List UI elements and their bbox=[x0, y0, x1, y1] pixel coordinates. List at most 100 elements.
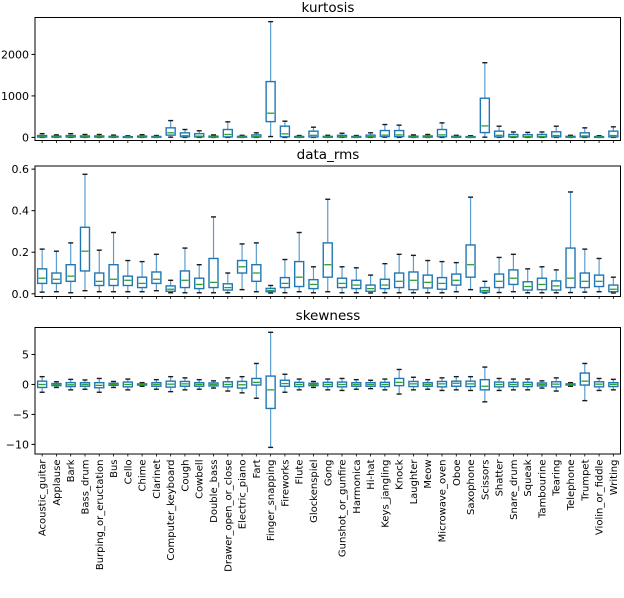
box-data_rms-Cough bbox=[179, 247, 191, 294]
box-kurtosis-Laughter bbox=[408, 134, 419, 139]
y-tick-label: 0.4 bbox=[12, 205, 30, 218]
box-kurtosis-Hi-hat bbox=[365, 132, 376, 139]
box-data_rms-Gunshot_or_gunfire bbox=[336, 266, 348, 294]
x-category-label: Writing bbox=[609, 460, 620, 496]
iqr-box bbox=[579, 132, 590, 138]
box-skewness-Cello bbox=[122, 378, 134, 391]
x-category-label: Double_bass bbox=[209, 460, 220, 523]
iqr-box bbox=[222, 128, 233, 138]
x-category-label: Gong bbox=[323, 460, 334, 487]
x-category-label: Drawer_open_or_close bbox=[223, 460, 234, 572]
box-kurtosis-Oboe bbox=[451, 134, 462, 139]
box-skewness-Gunshot_or_gunfire bbox=[336, 377, 348, 392]
box-data_rms-Scissors bbox=[479, 280, 491, 294]
iqr-box bbox=[479, 378, 491, 391]
x-category-label: Saxophone bbox=[466, 460, 477, 516]
box-skewness-Gong bbox=[322, 378, 333, 391]
iqr-box bbox=[265, 375, 276, 410]
box-data_rms-Burping_or_eructation bbox=[94, 249, 105, 293]
box-kurtosis-Knock bbox=[393, 124, 405, 139]
box-data_rms-Bass_drum bbox=[79, 173, 91, 292]
box-data_rms-Snare_drum bbox=[508, 253, 519, 293]
box-data_rms-Saxophone bbox=[465, 196, 476, 291]
box-kurtosis-Computer_keyboard bbox=[165, 119, 176, 138]
iqr-box bbox=[322, 242, 333, 278]
x-category-label: Hi-hat bbox=[366, 459, 377, 489]
box-skewness-Telephone bbox=[565, 381, 576, 387]
box-skewness-Laughter bbox=[408, 376, 419, 391]
iqr-box bbox=[79, 226, 91, 272]
iqr-box bbox=[465, 244, 476, 278]
x-category-label: Harmonica bbox=[352, 460, 363, 514]
box-skewness-Acoustic_guitar bbox=[36, 375, 48, 393]
iqr-box bbox=[194, 132, 205, 138]
box-skewness-Squeak bbox=[522, 378, 533, 391]
box-data_rms-Flute bbox=[293, 231, 305, 293]
x-category-label: Knock bbox=[395, 459, 406, 490]
box-kurtosis-Snare_drum bbox=[508, 131, 519, 139]
box-data_rms-Cowbell bbox=[194, 264, 205, 294]
y-tick-label: −10 bbox=[6, 438, 29, 451]
axes-frame bbox=[34, 17, 621, 141]
subplot-data_rms: 0.0 0.2 0.4 0.6 bbox=[12, 163, 621, 301]
box-kurtosis-Violin_or_fiddle bbox=[593, 135, 605, 139]
box-skewness-Fart bbox=[251, 362, 262, 399]
iqr-box bbox=[265, 80, 276, 123]
iqr-box bbox=[94, 272, 105, 287]
box-skewness-Writing bbox=[608, 378, 619, 391]
iqr-box bbox=[393, 272, 405, 289]
box-data_rms-Squeak bbox=[522, 268, 533, 294]
box-skewness-Chime bbox=[136, 381, 148, 387]
box-kurtosis-Writing bbox=[608, 126, 619, 139]
chart-title-kurtosis: kurtosis bbox=[301, 0, 355, 16]
y-tick-label: 0 bbox=[22, 378, 29, 391]
box-kurtosis-Tambourine bbox=[536, 131, 548, 139]
iqr-box bbox=[436, 128, 448, 138]
iqr-box bbox=[51, 272, 62, 285]
box-skewness-Applause bbox=[51, 381, 62, 389]
iqr-box bbox=[451, 273, 462, 286]
box-skewness-Knock bbox=[393, 368, 405, 395]
x-category-label: Clarinet bbox=[152, 459, 163, 498]
box-data_rms-Electric_piano bbox=[236, 243, 248, 291]
box-kurtosis-Saxophone bbox=[465, 135, 476, 139]
box-kurtosis-Shatter bbox=[493, 125, 505, 139]
box-kurtosis-Telephone bbox=[565, 134, 576, 139]
x-category-label: Cough bbox=[180, 460, 191, 492]
box-kurtosis-Fart bbox=[251, 132, 262, 139]
iqr-box bbox=[65, 264, 76, 283]
box-kurtosis-Glockenspiel bbox=[308, 126, 319, 139]
iqr-box bbox=[608, 284, 619, 293]
x-category-label: Bus bbox=[109, 460, 120, 478]
box-skewness-Bass_drum bbox=[79, 379, 91, 390]
iqr-box bbox=[108, 264, 119, 287]
box-data_rms-Writing bbox=[608, 276, 619, 294]
box-kurtosis-Bass_drum bbox=[79, 133, 91, 139]
x-category-label: Fireworks bbox=[280, 460, 291, 507]
box-kurtosis-Harmonica bbox=[351, 134, 362, 139]
box-skewness-Keys_jangling bbox=[379, 378, 391, 391]
x-category-label: Squeak bbox=[523, 459, 534, 496]
iqr-box bbox=[379, 278, 391, 290]
iqr-box bbox=[179, 270, 191, 289]
box-data_rms-Acoustic_guitar bbox=[36, 248, 48, 293]
y-tick-label: 5 bbox=[22, 348, 29, 361]
iqr-box bbox=[308, 130, 319, 138]
subplot-skewness: 5 0 −5 −10 bbox=[6, 327, 621, 457]
box-skewness-Drawer_open_or_close bbox=[222, 377, 233, 392]
iqr-box bbox=[608, 130, 619, 138]
box-kurtosis-Clarinet bbox=[151, 134, 162, 139]
box-skewness-Bus bbox=[108, 380, 119, 389]
box-data_rms-Double_bass bbox=[208, 216, 219, 294]
box-data_rms-Gong bbox=[322, 198, 333, 293]
box-kurtosis-Double_bass bbox=[208, 134, 219, 139]
x-category-label: Tearing bbox=[552, 460, 563, 497]
y-tick-label: 0 bbox=[22, 131, 29, 144]
box-data_rms-Laughter bbox=[408, 254, 419, 294]
box-kurtosis-Drawer_open_or_close bbox=[222, 121, 233, 139]
box-kurtosis-Bark bbox=[65, 132, 76, 139]
iqr-box bbox=[479, 97, 491, 134]
box-kurtosis-Flute bbox=[293, 134, 305, 139]
x-category-label: Keys_jangling bbox=[380, 460, 391, 528]
